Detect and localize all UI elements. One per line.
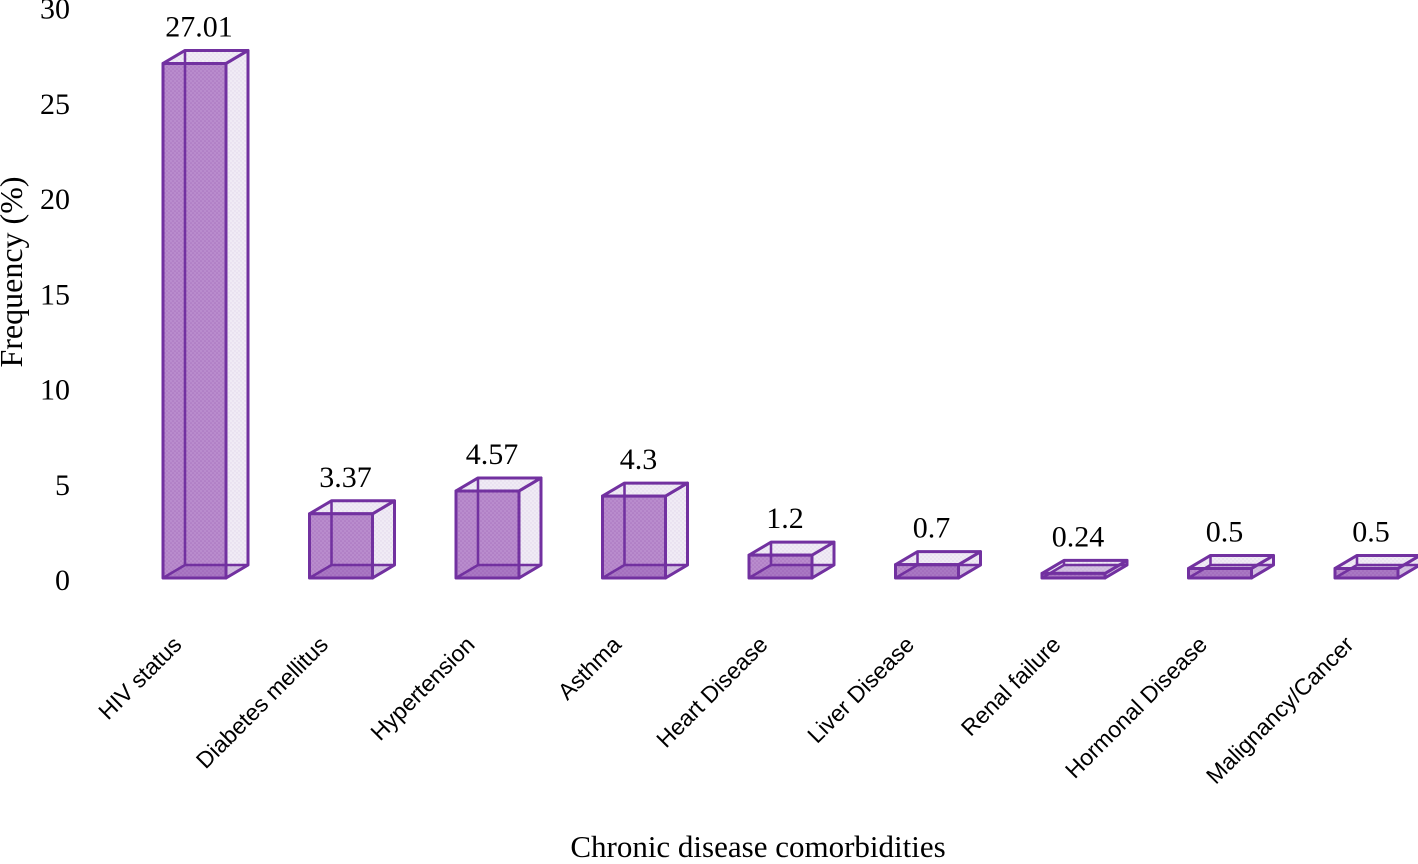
bar-hiv-status: [161, 48, 250, 580]
y-tick-label-25: 25: [40, 88, 70, 121]
data-label-renal-failure: 0.24: [1052, 520, 1105, 553]
bar-bottom-face: [161, 563, 250, 580]
data-label-hypertension: 4.57: [466, 438, 519, 471]
bar-bottom-face: [894, 563, 982, 580]
bar-renal-failure: [1040, 558, 1129, 580]
bar-side-face: [224, 48, 250, 580]
y-tick-label-30: 30: [40, 0, 70, 26]
data-label-diabetes-mellitus: 3.37: [319, 461, 372, 494]
bar-bottom-face: [1187, 563, 1275, 580]
bar-bottom-face: [601, 563, 689, 580]
y-axis-tick-labels: 0 5 10 15 20 25 30: [40, 0, 70, 597]
bar-bottom-face: [454, 563, 543, 580]
bar-diabetes-mellitus: [308, 499, 396, 580]
y-tick-label-15: 15: [40, 278, 70, 311]
bar-malignancy-cancer: [1333, 553, 1418, 580]
bar-asthma: [601, 481, 689, 580]
bar-front-face: [161, 61, 228, 580]
bar-side-face: [517, 476, 543, 580]
y-tick-label-0: 0: [55, 564, 70, 597]
bar-bottom-face: [1040, 563, 1129, 580]
y-tick-label-10: 10: [40, 374, 70, 407]
x-axis-title: Chronic disease comorbidities: [570, 829, 945, 864]
bar-bottom-face: [747, 563, 836, 580]
data-label-malignancy-cancer: 0.5: [1352, 515, 1390, 548]
y-tick-label-5: 5: [55, 469, 70, 502]
y-tick-label-20: 20: [40, 183, 70, 216]
bar-heart-disease: [747, 540, 836, 580]
data-label-hormonal-disease: 0.5: [1206, 515, 1244, 548]
bar-hormonal-disease: [1187, 553, 1275, 580]
y-axis-title: Frequency (%): [0, 176, 29, 367]
data-label-heart-disease: 1.2: [766, 502, 804, 535]
bars-layer: [161, 48, 1418, 580]
bar-front-face: [308, 512, 374, 580]
data-label-hiv-status: 27.01: [165, 10, 233, 43]
bar-bottom-face: [1333, 563, 1418, 580]
data-label-liver-disease: 0.7: [913, 512, 951, 545]
bar-hypertension: [454, 476, 543, 580]
bar-liver-disease: [894, 550, 982, 580]
data-label-asthma: 4.3: [620, 443, 658, 476]
bar-bottom-face: [308, 563, 396, 580]
data-labels-layer: 27.01 3.37 4.57 4.3 1.2 0.7 0.24 0.5 0.5: [165, 10, 1390, 553]
